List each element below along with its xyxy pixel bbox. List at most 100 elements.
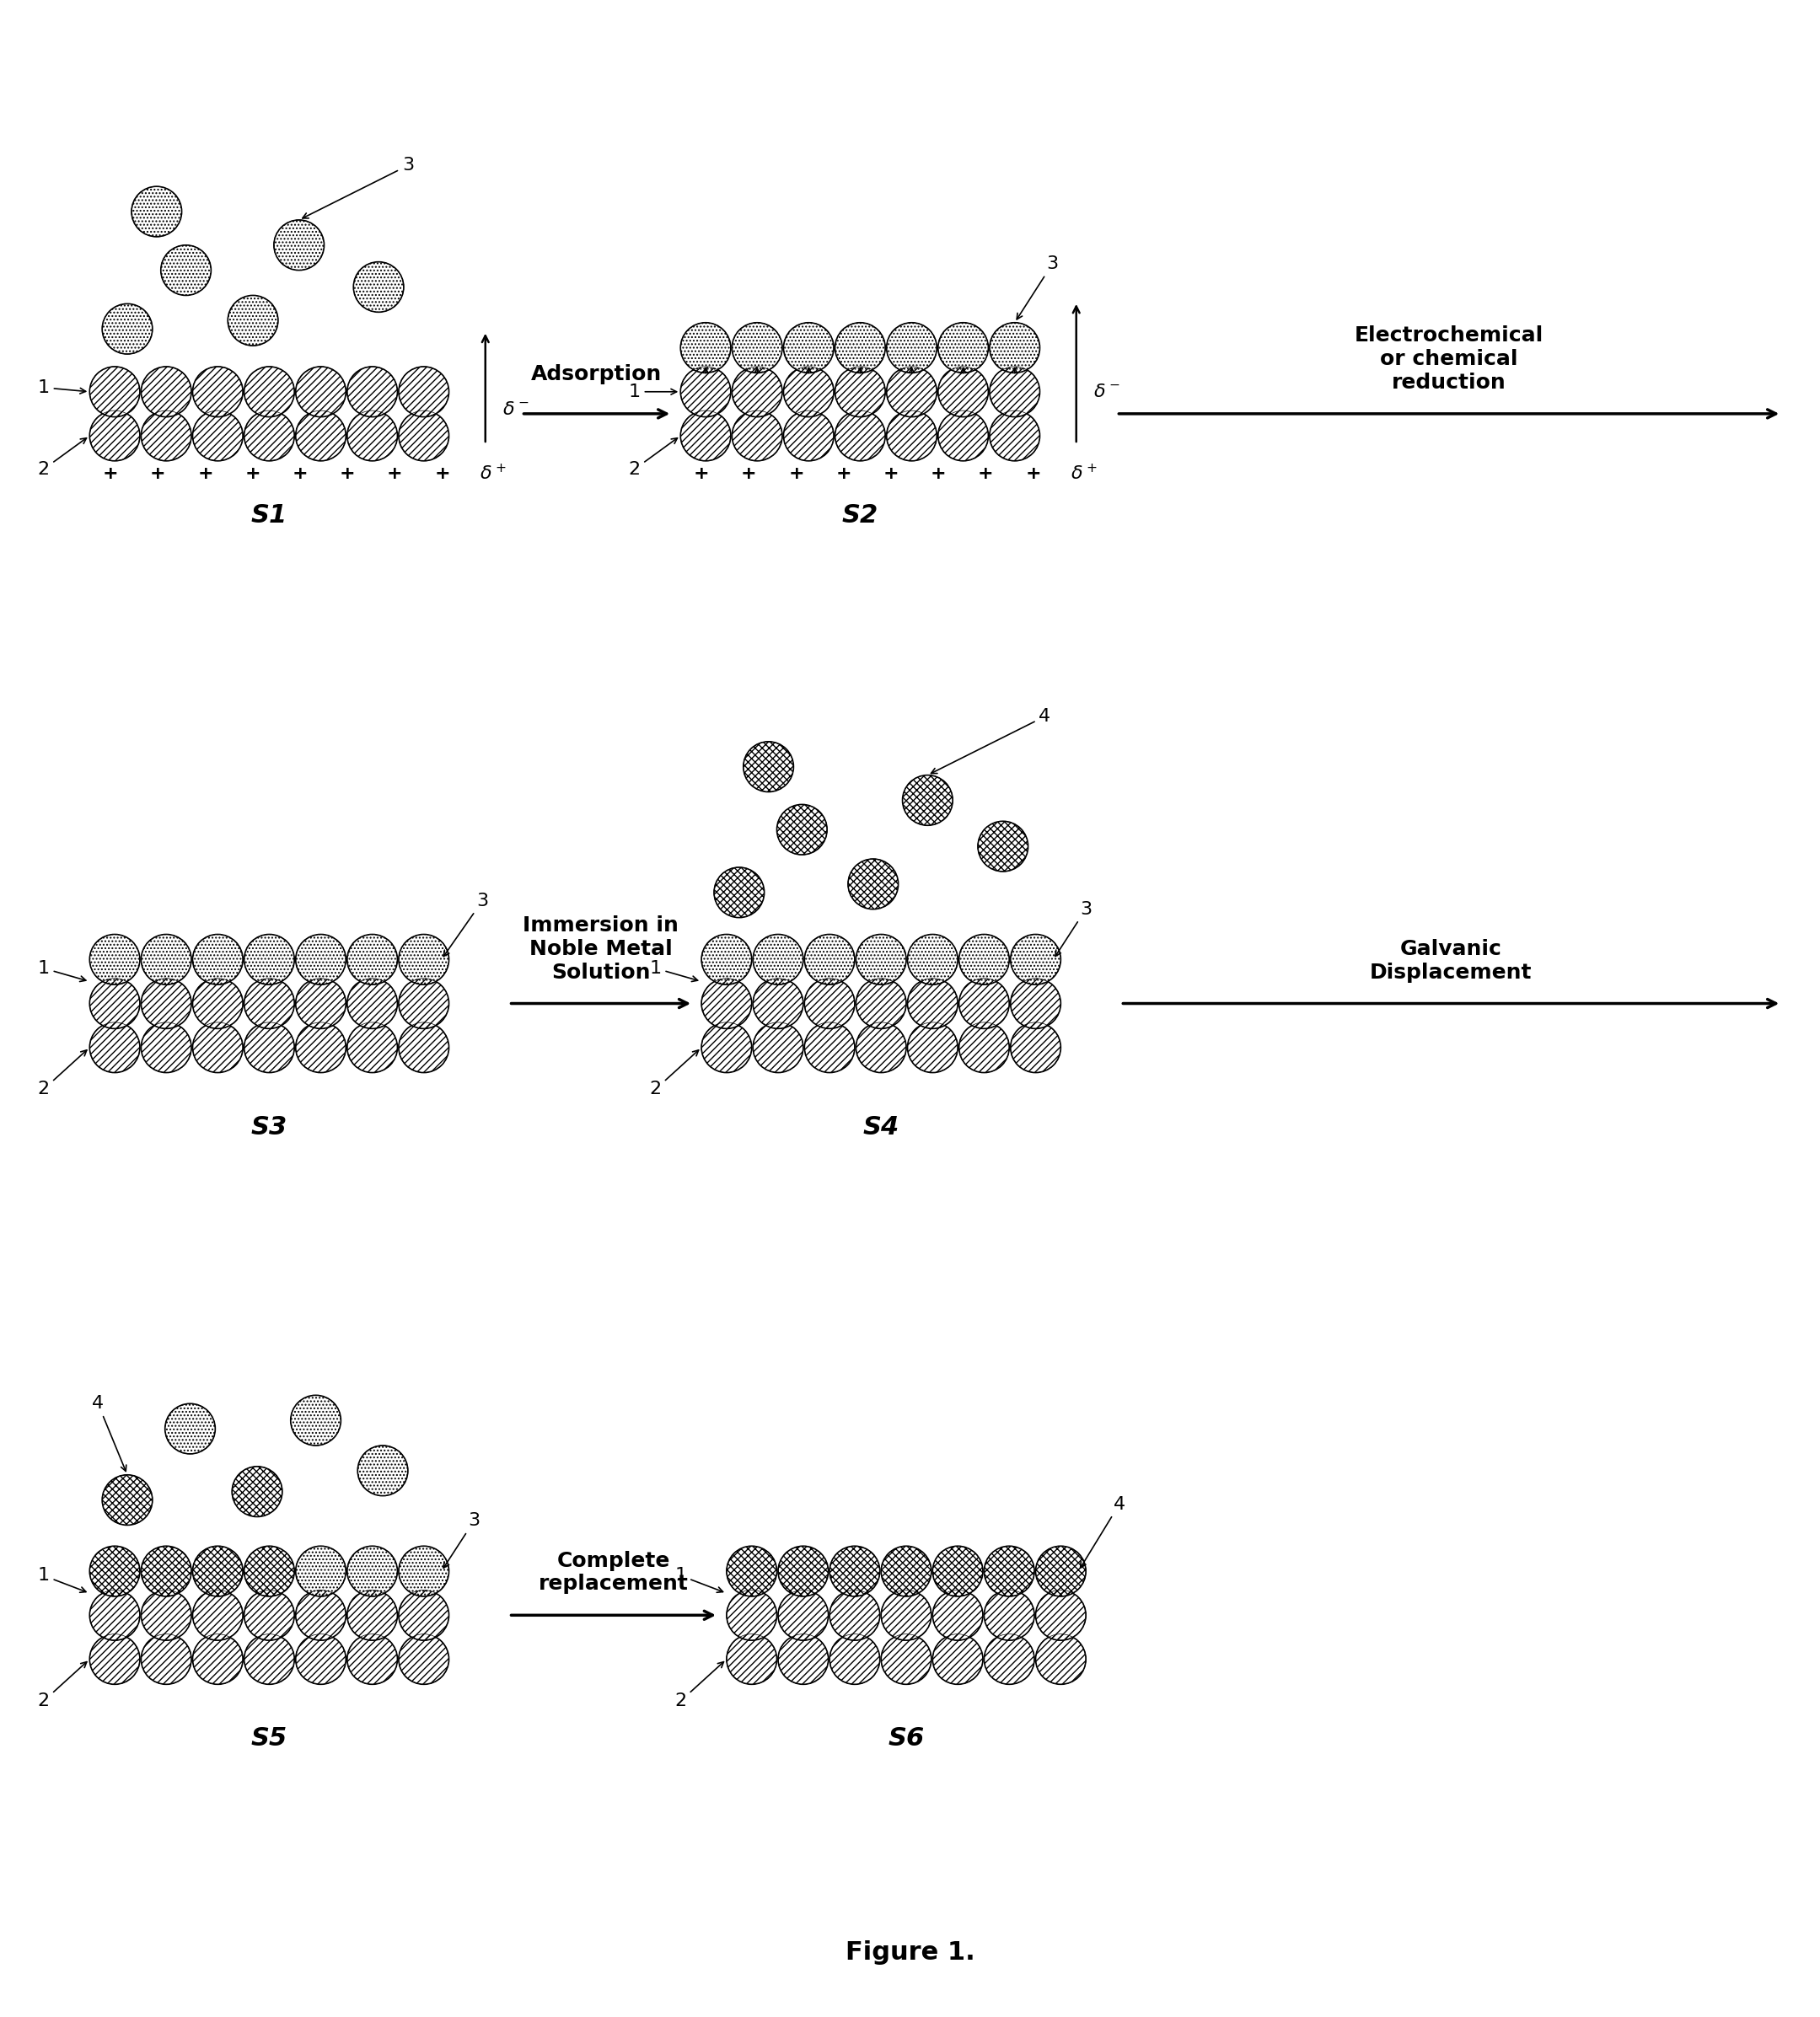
Text: +: + [977,466,994,482]
Circle shape [399,1023,450,1073]
Circle shape [908,934,957,984]
Text: 2: 2 [38,1051,87,1097]
Circle shape [990,367,1039,418]
Text: 2: 2 [650,1051,699,1097]
Text: Complete
replacement: Complete replacement [539,1551,688,1593]
Text: 1: 1 [675,1567,723,1593]
Circle shape [681,411,732,460]
Circle shape [102,1474,153,1525]
Circle shape [937,411,988,460]
Circle shape [886,411,937,460]
Circle shape [348,1023,397,1073]
Circle shape [399,1589,450,1640]
Circle shape [908,1023,957,1073]
Text: $\delta^-$: $\delta^-$ [502,401,528,418]
Circle shape [244,978,295,1029]
Circle shape [830,1634,879,1684]
Circle shape [937,367,988,418]
Circle shape [908,978,957,1029]
Circle shape [142,978,191,1029]
Text: +: + [883,466,899,482]
Circle shape [732,411,783,460]
Circle shape [89,1589,140,1640]
Text: S2: S2 [843,502,879,528]
Circle shape [102,305,153,355]
Text: Immersion in
Noble Metal
Solution: Immersion in Noble Metal Solution [522,916,679,982]
Circle shape [244,1589,295,1640]
Text: S4: S4 [863,1115,899,1140]
Circle shape [89,1547,140,1595]
Circle shape [131,186,182,236]
Circle shape [142,1589,191,1640]
Text: 2: 2 [628,438,677,478]
Circle shape [193,934,242,984]
Circle shape [244,367,295,418]
Text: Electrochemical
or chemical
reduction: Electrochemical or chemical reduction [1354,325,1543,393]
Circle shape [193,367,242,418]
Circle shape [295,1589,346,1640]
Circle shape [835,323,885,373]
Text: 1: 1 [628,383,677,399]
Circle shape [732,323,783,373]
Text: +: + [340,466,355,482]
Circle shape [932,1589,983,1640]
Circle shape [295,367,346,418]
Circle shape [932,1634,983,1684]
Circle shape [399,978,450,1029]
Text: $\delta^+$: $\delta^+$ [479,464,506,484]
Text: 3: 3 [444,892,488,956]
Circle shape [848,859,899,910]
Text: 2: 2 [38,1662,87,1710]
Circle shape [348,367,397,418]
Circle shape [713,867,764,918]
Text: +: + [693,466,710,482]
Circle shape [295,1634,346,1684]
Circle shape [784,323,834,373]
Circle shape [990,323,1039,373]
Circle shape [244,1023,295,1073]
Circle shape [348,411,397,460]
Circle shape [1036,1634,1087,1684]
Circle shape [399,1634,450,1684]
Circle shape [985,1634,1034,1684]
Circle shape [348,1547,397,1595]
Circle shape [681,323,732,373]
Circle shape [348,1634,397,1684]
Circle shape [985,1589,1034,1640]
Circle shape [244,1547,295,1595]
Circle shape [777,805,826,855]
Circle shape [959,978,1010,1029]
Text: 4: 4 [93,1396,126,1470]
Text: 1: 1 [38,379,86,395]
Text: +: + [198,466,213,482]
Circle shape [295,934,346,984]
Circle shape [89,411,140,460]
Circle shape [142,1547,191,1595]
Text: 1: 1 [38,960,86,982]
Circle shape [732,367,783,418]
Circle shape [244,411,295,460]
Circle shape [881,1634,932,1684]
Circle shape [193,1547,242,1595]
Circle shape [804,978,855,1029]
Circle shape [193,411,242,460]
Circle shape [89,934,140,984]
Text: 4: 4 [1081,1497,1125,1567]
Circle shape [726,1547,777,1595]
Circle shape [743,742,794,793]
Circle shape [830,1547,879,1595]
Circle shape [903,775,952,825]
Text: +: + [246,466,260,482]
Circle shape [985,1547,1034,1595]
Text: +: + [1025,466,1041,482]
Text: S1: S1 [251,502,288,528]
Text: 2: 2 [675,1662,724,1710]
Text: +: + [149,466,166,482]
Circle shape [784,367,834,418]
Text: +: + [102,466,118,482]
Circle shape [348,934,397,984]
Text: 2: 2 [38,438,86,478]
Circle shape [726,1589,777,1640]
Text: +: + [741,466,757,482]
Circle shape [142,367,191,418]
